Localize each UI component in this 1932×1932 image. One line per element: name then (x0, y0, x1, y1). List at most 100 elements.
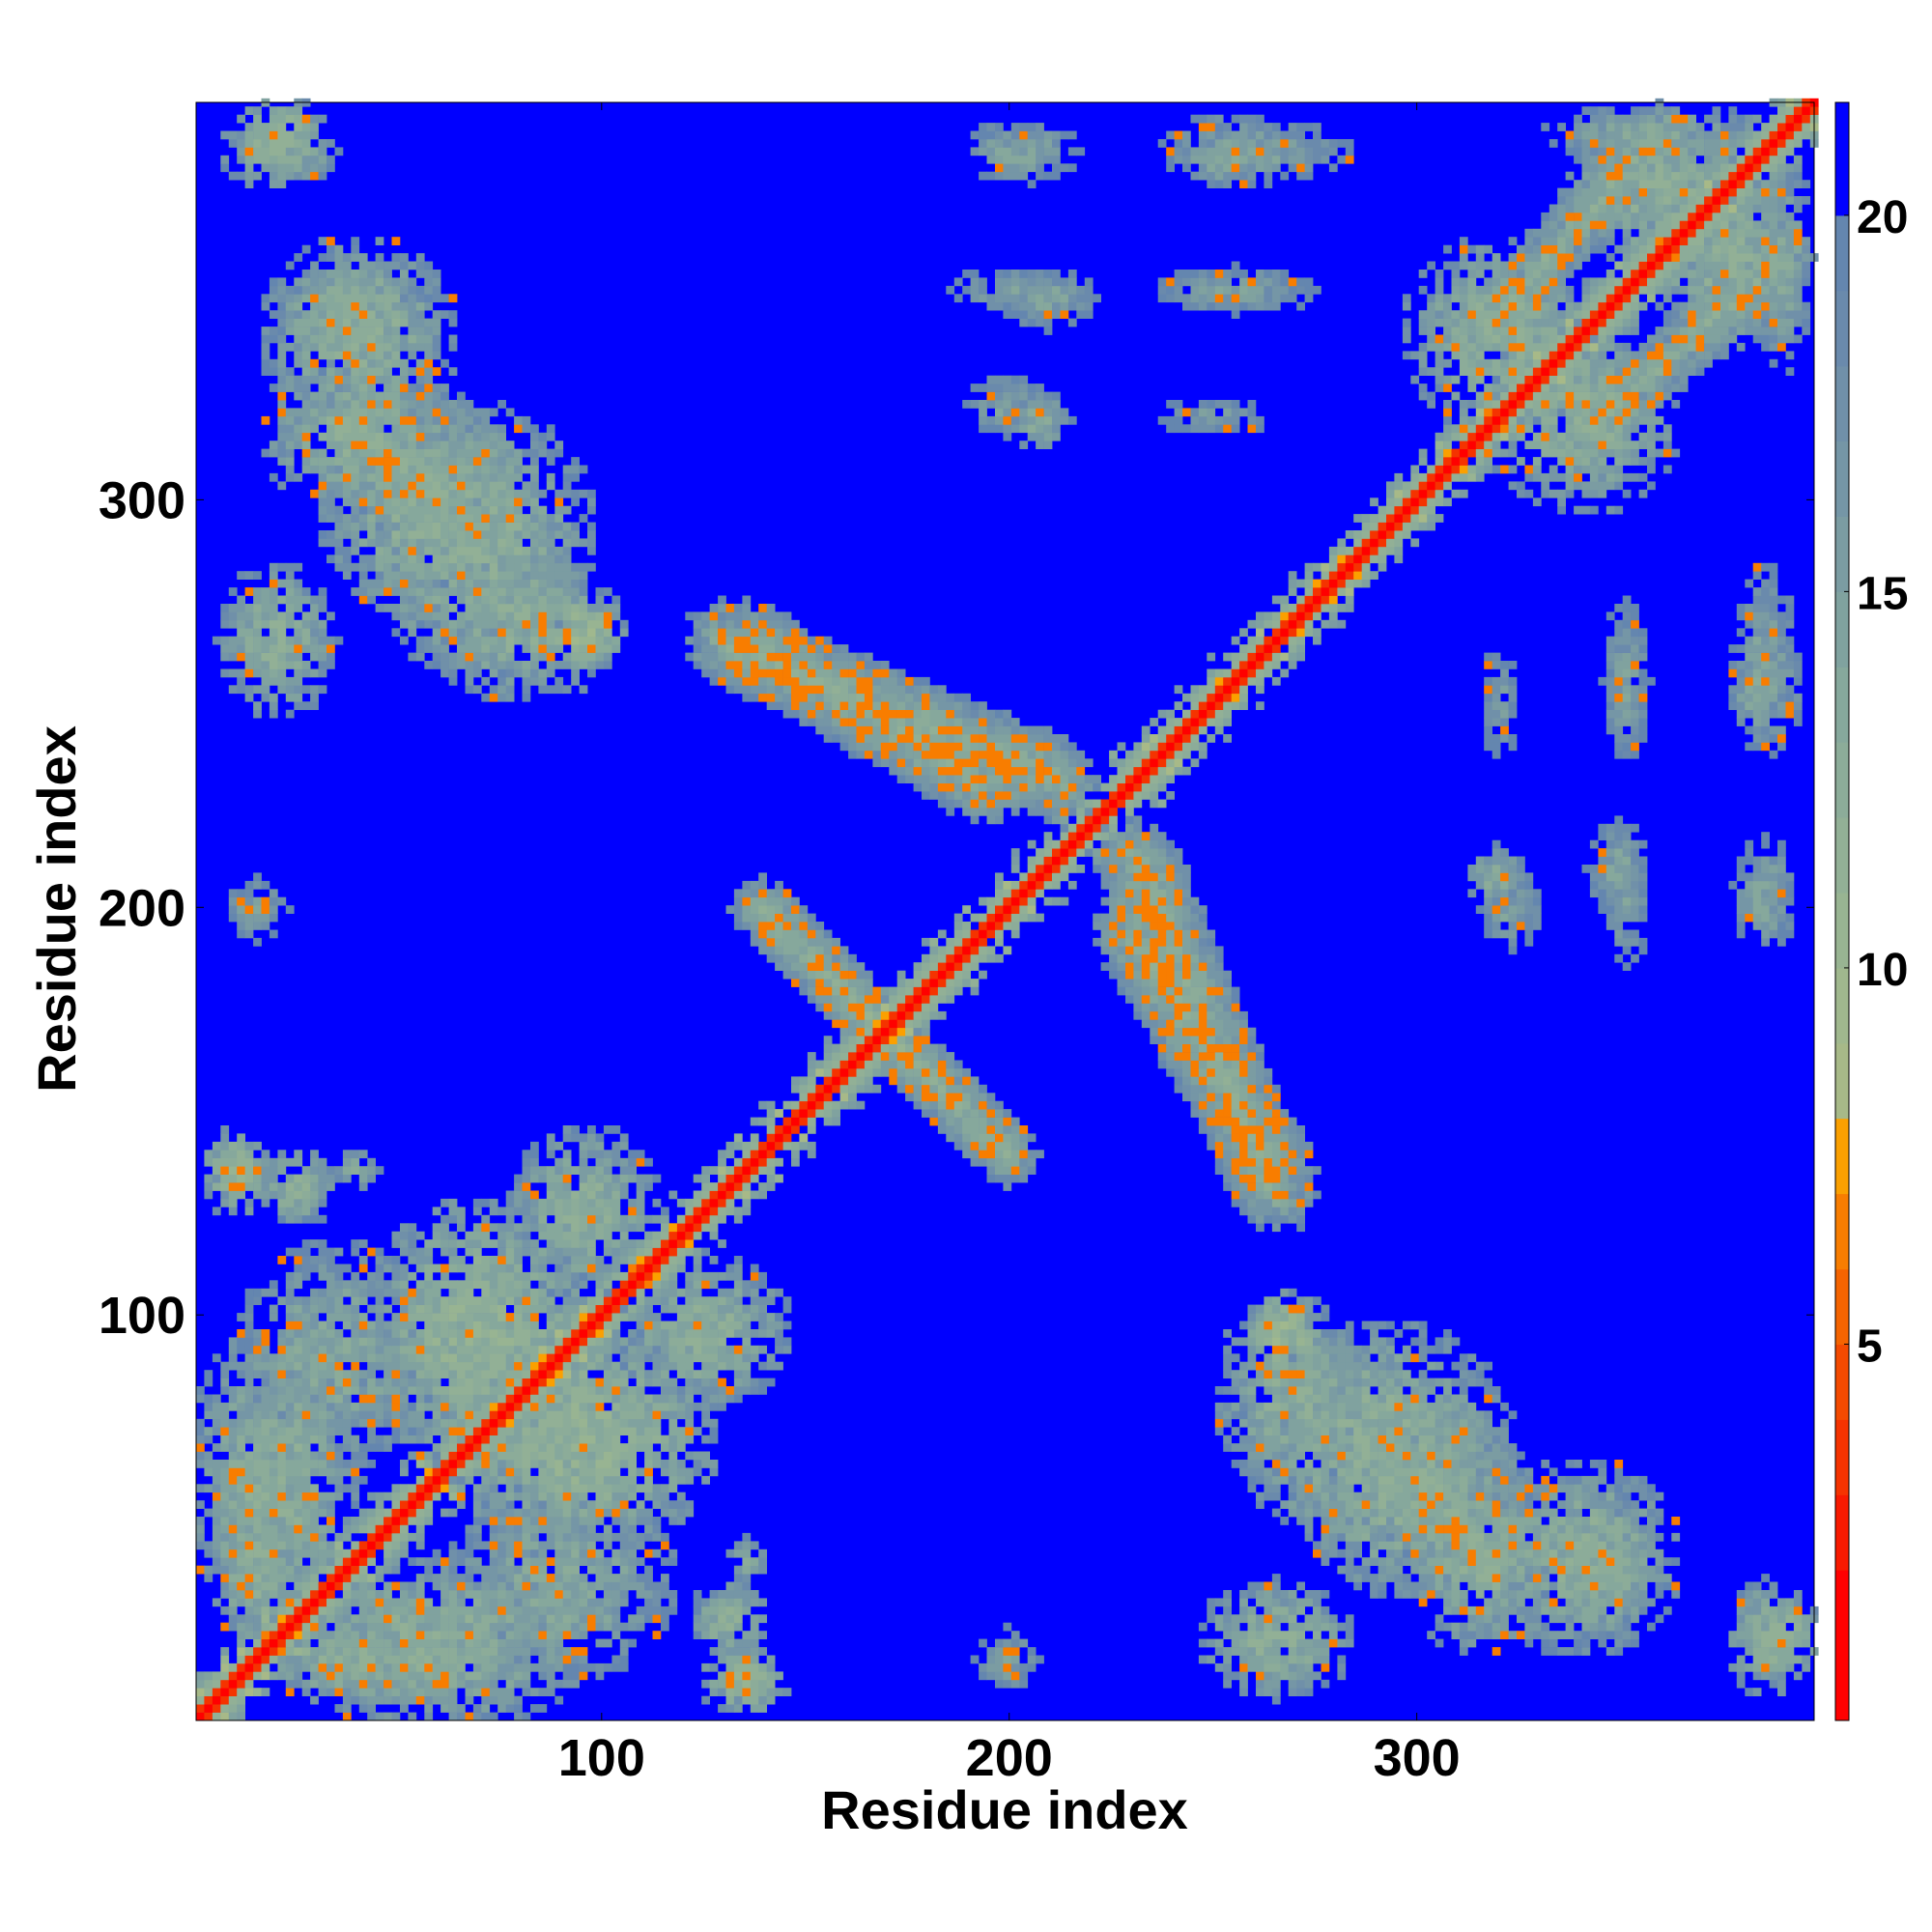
heatmap-cell (327, 1598, 335, 1607)
heatmap-cell (1557, 1631, 1566, 1639)
heatmap-cell (514, 1492, 523, 1501)
heatmap-cell (472, 1622, 482, 1632)
heatmap-cell (269, 1581, 278, 1591)
heatmap-cell (1557, 1548, 1566, 1558)
heatmap-cell (693, 1304, 702, 1314)
heatmap-cell (457, 1451, 466, 1461)
heatmap-cell (1410, 1460, 1420, 1468)
heatmap-cell (294, 1598, 303, 1607)
heatmap-cell (636, 1280, 645, 1290)
heatmap-cell (212, 1565, 221, 1575)
heatmap-cell (1328, 1353, 1338, 1363)
heatmap-cell (1353, 1451, 1362, 1461)
heatmap-cell (579, 1508, 588, 1518)
heatmap-cell (301, 1214, 311, 1224)
heatmap-cell (1777, 1598, 1786, 1607)
heatmap-cell (1517, 1574, 1525, 1582)
heatmap-cell (514, 1329, 523, 1338)
heatmap-cell (358, 1605, 368, 1615)
heatmap-cell (334, 1574, 344, 1582)
heatmap-cell (1605, 1631, 1615, 1639)
heatmap-cell (1280, 1353, 1290, 1363)
heatmap-cell (742, 1662, 752, 1672)
heatmap-cell (1508, 1557, 1518, 1566)
heatmap-cell (1427, 1443, 1435, 1452)
heatmap-cell (718, 1207, 726, 1216)
heatmap-cell (318, 1655, 327, 1664)
heatmap-cell (367, 1402, 376, 1411)
heatmap-cell (1492, 1541, 1501, 1550)
heatmap-cell (1378, 1394, 1387, 1404)
heatmap-cell (400, 1271, 409, 1281)
heatmap-cell (1459, 1541, 1468, 1550)
heatmap-cell (351, 1418, 360, 1428)
heatmap-cell (301, 1655, 311, 1664)
heatmap-cell (400, 1581, 409, 1591)
heatmap-cell (1427, 1492, 1435, 1501)
heatmap-cell (554, 1207, 564, 1216)
heatmap-cell (782, 1304, 792, 1314)
heatmap-cell (628, 1541, 637, 1550)
heatmap-cell (269, 1443, 278, 1452)
heatmap-cell (709, 1313, 719, 1321)
heatmap-cell (652, 1198, 662, 1208)
heatmap-cell (432, 1296, 441, 1305)
heatmap-cell (212, 1207, 221, 1216)
heatmap-cell (1337, 1402, 1347, 1411)
heatmap-cell (1500, 1574, 1509, 1582)
heatmap-cell (269, 1647, 278, 1656)
heatmap-cell (1492, 1517, 1501, 1525)
heatmap-cell (1524, 1548, 1534, 1558)
heatmap-cell (489, 1541, 498, 1550)
heatmap-cell (310, 1418, 319, 1428)
heatmap-cell (1361, 1427, 1371, 1435)
heatmap-cell (277, 1460, 287, 1468)
heatmap-cell (1736, 1631, 1746, 1639)
heatmap-cell (237, 1614, 245, 1624)
heatmap-cell (676, 1214, 686, 1224)
heatmap-cell (1548, 1467, 1558, 1477)
heatmap-cell (1443, 1484, 1452, 1493)
heatmap-cell (294, 1622, 303, 1632)
heatmap-cell (1459, 1622, 1468, 1632)
heatmap-cell (244, 1590, 254, 1599)
heatmap-cell (1475, 1410, 1485, 1420)
heatmap-cell (1622, 1574, 1632, 1582)
heatmap-cell (1548, 1647, 1558, 1656)
heatmap-cell (603, 1475, 612, 1485)
heatmap-cell (1321, 1508, 1330, 1518)
heatmap-cell (1328, 1517, 1338, 1525)
heatmap-cell (358, 1508, 368, 1518)
heatmap-cell (277, 1353, 287, 1363)
heatmap-cell (661, 1500, 669, 1509)
heatmap-cell (676, 1239, 686, 1248)
heatmap-cell (358, 1688, 368, 1696)
heatmap-cell (481, 1345, 491, 1354)
heatmap-cell (489, 1361, 498, 1371)
heatmap-cell (611, 1475, 621, 1485)
heatmap-cell (310, 1337, 319, 1347)
heatmap-cell (595, 1500, 605, 1509)
heatmap-cell (668, 1271, 678, 1281)
heatmap-cell (424, 1517, 434, 1525)
heatmap-cell (1508, 1541, 1518, 1550)
heatmap-cell (1451, 1631, 1461, 1639)
heatmap-cell (318, 1247, 327, 1257)
heatmap-cell (440, 1427, 449, 1435)
heatmap-cell (1418, 1460, 1428, 1468)
heatmap-cell (408, 1532, 417, 1542)
heatmap-cell (440, 1271, 449, 1281)
heatmap-cell (709, 1662, 719, 1672)
heatmap-cell (220, 1541, 230, 1550)
heatmap-cell (1777, 1679, 1786, 1689)
heatmap-cell (1198, 1655, 1208, 1664)
heatmap-cell (472, 1467, 482, 1477)
heatmap-cell (709, 1361, 719, 1371)
heatmap-cell (1386, 1321, 1395, 1330)
heatmap-cell (440, 1247, 449, 1257)
heatmap-cell (1443, 1598, 1452, 1607)
heatmap-cell (408, 1321, 417, 1330)
heatmap-cell (636, 1378, 645, 1387)
heatmap-cell (1647, 1500, 1656, 1509)
heatmap-cell (351, 1500, 360, 1509)
